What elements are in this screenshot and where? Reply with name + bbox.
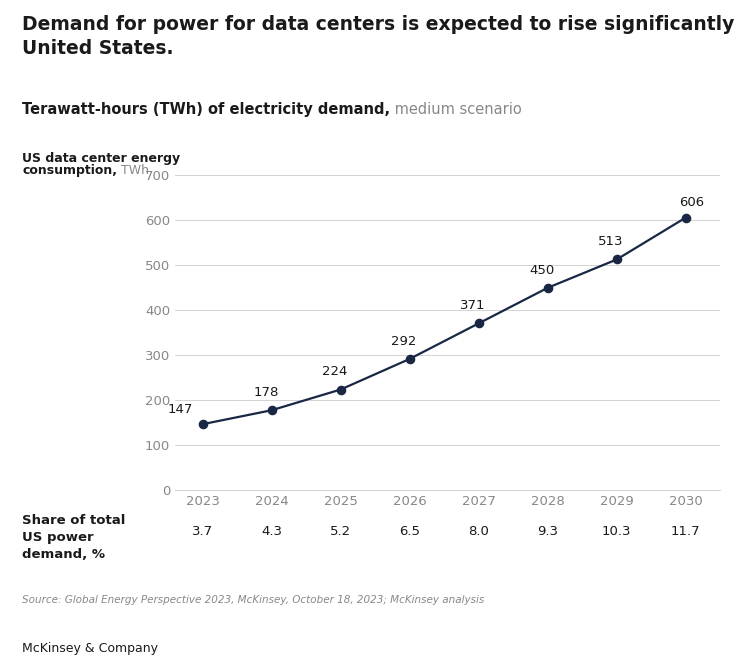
Point — [335, 384, 347, 395]
Point — [680, 212, 692, 223]
Point — [542, 282, 554, 293]
Text: 9.3: 9.3 — [537, 525, 558, 538]
Text: McKinsey & Company: McKinsey & Company — [22, 642, 158, 655]
Point — [266, 405, 277, 415]
Text: Source: Global Energy Perspective 2023, McKinsey, October 18, 2023; McKinsey ana: Source: Global Energy Perspective 2023, … — [22, 595, 484, 605]
Text: 8.0: 8.0 — [468, 525, 489, 538]
Text: Demand for power for data centers is expected to rise significantly in the
Unite: Demand for power for data centers is exp… — [22, 15, 738, 58]
Text: 11.7: 11.7 — [671, 525, 700, 538]
Text: US data center energy: US data center energy — [22, 152, 180, 165]
Text: 3.7: 3.7 — [192, 525, 213, 538]
Text: medium scenario: medium scenario — [390, 102, 522, 116]
Text: 10.3: 10.3 — [602, 525, 632, 538]
Text: 371: 371 — [461, 299, 486, 312]
Text: TWh: TWh — [117, 164, 149, 177]
Point — [404, 354, 415, 365]
Text: 606: 606 — [679, 196, 704, 209]
Point — [196, 419, 208, 429]
Text: 513: 513 — [599, 235, 624, 248]
Text: 450: 450 — [530, 264, 555, 277]
Text: Terawatt-hours (TWh) of electricity demand,: Terawatt-hours (TWh) of electricity dema… — [22, 102, 390, 116]
Text: 4.3: 4.3 — [261, 525, 282, 538]
Text: 5.2: 5.2 — [330, 525, 351, 538]
Point — [473, 318, 485, 328]
Text: 6.5: 6.5 — [399, 525, 420, 538]
Text: 292: 292 — [391, 334, 417, 348]
Text: consumption,: consumption, — [22, 164, 117, 177]
Text: 178: 178 — [253, 386, 279, 399]
Text: 147: 147 — [168, 403, 193, 416]
Point — [611, 254, 623, 265]
Text: Share of total
US power
demand, %: Share of total US power demand, % — [22, 514, 125, 561]
Text: 224: 224 — [323, 365, 348, 379]
